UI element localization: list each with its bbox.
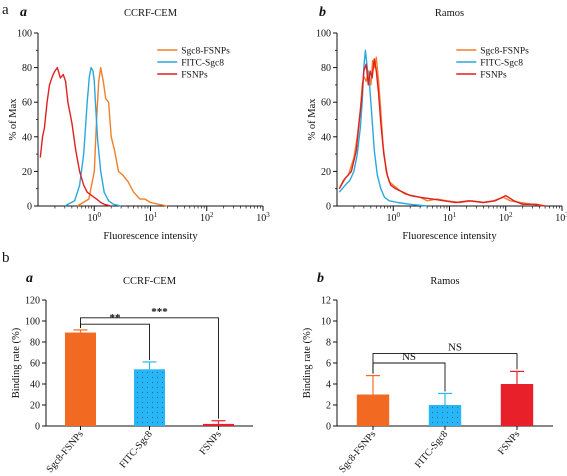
p1-x-tick-label-100: 102 (499, 211, 513, 224)
row-label-b: b (2, 250, 10, 266)
p3-x-tick-label-fitc-sgc8: FITC-Sgc8 (413, 429, 450, 471)
p2-significance-bracket-1 (80, 317, 219, 419)
p3-x-tick-label-fsnps: FSNPs (496, 429, 522, 457)
p2-bar-fsnps (202, 423, 235, 426)
p3-panel-letter: b (317, 271, 324, 286)
p1-series-line-sgc8-fsnps (338, 56, 546, 207)
bar-chart-ccrf-cem: a CCRF-CEM 0 20 40 60 80 100 120 Binding rate (%)… (11, 271, 253, 475)
p1-y-tick-label-60: 60 (321, 98, 331, 109)
p3-significance-label-0: NS (402, 351, 416, 363)
p0-x-tick-label-100: 102 (200, 211, 214, 224)
p2-x-tick-label-fsnps: FSNPs (197, 429, 223, 457)
p0-y-tick-label-60: 60 (22, 98, 32, 109)
p2-significance-label-1: *** (151, 306, 168, 318)
p0-legend-label-fitc-sgc8: FITC-Sgc8 (181, 59, 224, 69)
p1-y-axis-label: % of Max (307, 98, 318, 141)
p0-y-tick-label-20: 20 (22, 167, 32, 178)
p2-y-tick-label-120: 120 (25, 296, 40, 307)
p0-legend-label-fsnps: FSNPs (181, 71, 208, 81)
p3-y-tick-label-4: 4 (326, 380, 331, 391)
p0-series-line-fsnps (39, 66, 112, 207)
p2-y-axis-label: Binding rate (%) (11, 327, 22, 398)
p0-legend-label-sgc8-fsnps: Sgc8-FSNPs (181, 47, 230, 57)
p2-bar-fitc-sgc8 (133, 369, 166, 426)
p2-x-tick-label-sgc8-fsnps: Sgc8-FSNPs (44, 429, 85, 475)
p2-y-tick-label-0: 0 (35, 422, 40, 433)
p3-y-axis-label: Binding rate (%) (302, 327, 313, 398)
p3-y-tick-label-10: 10 (321, 317, 331, 328)
p0-y-tick-label-40: 40 (22, 132, 32, 143)
p2-y-tick-label-60: 60 (30, 359, 40, 370)
p1-y-tick-label-0: 0 (326, 202, 331, 213)
bar-chart-ramos: b Ramos 0 2 4 6 8 10 12 Binding rate (%) Sgc8-FSNP… (302, 271, 553, 475)
flow-histogram-ccrf-cem: a CCRF-CEM 0 20 40 60 80 100 100 101 102 103 Fluores… (8, 5, 270, 242)
p0-y-tick-label-0: 0 (27, 202, 32, 213)
p3-y-tick-label-8: 8 (326, 338, 331, 349)
p1-x-tick-label-1: 100 (387, 211, 401, 224)
p2-y-tick-label-40: 40 (30, 380, 40, 391)
p1-series-line-fitc-sgc8 (338, 49, 428, 207)
flow-histogram-ramos: b Ramos 0 20 40 60 80 100 100 101 102 103 Fluorescen… (307, 5, 567, 242)
p2-chart-title: CCRF-CEM (123, 276, 177, 287)
p1-panel-letter: b (319, 5, 326, 20)
p1-chart-title: Ramos (435, 8, 464, 19)
row-label-a: a (2, 2, 9, 18)
p3-y-tick-label-2: 2 (326, 401, 331, 412)
p3-bar-fsnps (500, 384, 534, 426)
p0-series-line-fitc-sgc8 (64, 66, 122, 207)
p3-y-tick-label-12: 12 (321, 296, 331, 307)
p3-bar-sgc8-fsnps (356, 394, 390, 426)
p0-x-tick-label-1: 100 (88, 211, 102, 224)
p2-y-tick-label-100: 100 (25, 317, 40, 328)
p1-x-tick-label-1000: 103 (555, 211, 567, 224)
p0-x-tick-label-10: 101 (144, 211, 158, 224)
p3-significance-label-1: NS (448, 342, 462, 354)
p1-x-axis-label: Fluorescence intensity (402, 231, 497, 242)
p1-y-tick-label-100: 100 (316, 29, 331, 40)
p3-significance-bracket-1 (372, 353, 518, 374)
p0-panel-letter: a (20, 5, 27, 20)
p0-chart-title: CCRF-CEM (124, 8, 178, 19)
p2-y-tick-label-80: 80 (30, 338, 40, 349)
p2-y-tick-label-20: 20 (30, 401, 40, 412)
p2-panel-letter: a (26, 271, 33, 286)
p3-chart-title: Ramos (430, 276, 459, 287)
p3-y-tick-label-0: 0 (326, 422, 331, 433)
p3-y-tick-label-6: 6 (326, 359, 331, 370)
p0-x-tick-label-1000: 103 (256, 211, 270, 224)
p2-x-tick-label-fitc-sgc8: FITC-Sgc8 (117, 429, 154, 471)
p1-x-tick-label-10: 101 (443, 211, 457, 224)
p1-y-tick-label-40: 40 (321, 132, 331, 143)
p0-y-tick-label-100: 100 (17, 29, 32, 40)
p3-x-tick-label-sgc8-fsnps: Sgc8-FSNPs (337, 429, 378, 475)
p3-significance-bracket-0 (372, 362, 446, 392)
p0-y-axis-label: % of Max (8, 98, 19, 141)
p0-x-axis-label: Fluorescence intensity (103, 231, 198, 242)
p0-y-tick-label-80: 80 (22, 63, 32, 74)
p0-series-line-sgc8-fsnps (76, 66, 168, 207)
p1-series-line-fsnps (338, 58, 546, 207)
p1-legend-label-fsnps: FSNPs (480, 71, 507, 81)
p2-bar-sgc8-fsnps (64, 332, 97, 426)
p1-y-tick-label-80: 80 (321, 63, 331, 74)
p3-bar-fitc-sgc8 (428, 405, 462, 426)
p1-legend-label-fitc-sgc8: FITC-Sgc8 (480, 59, 523, 69)
p1-legend-label-sgc8-fsnps: Sgc8-FSNPs (480, 47, 529, 57)
p1-y-tick-label-20: 20 (321, 167, 331, 178)
